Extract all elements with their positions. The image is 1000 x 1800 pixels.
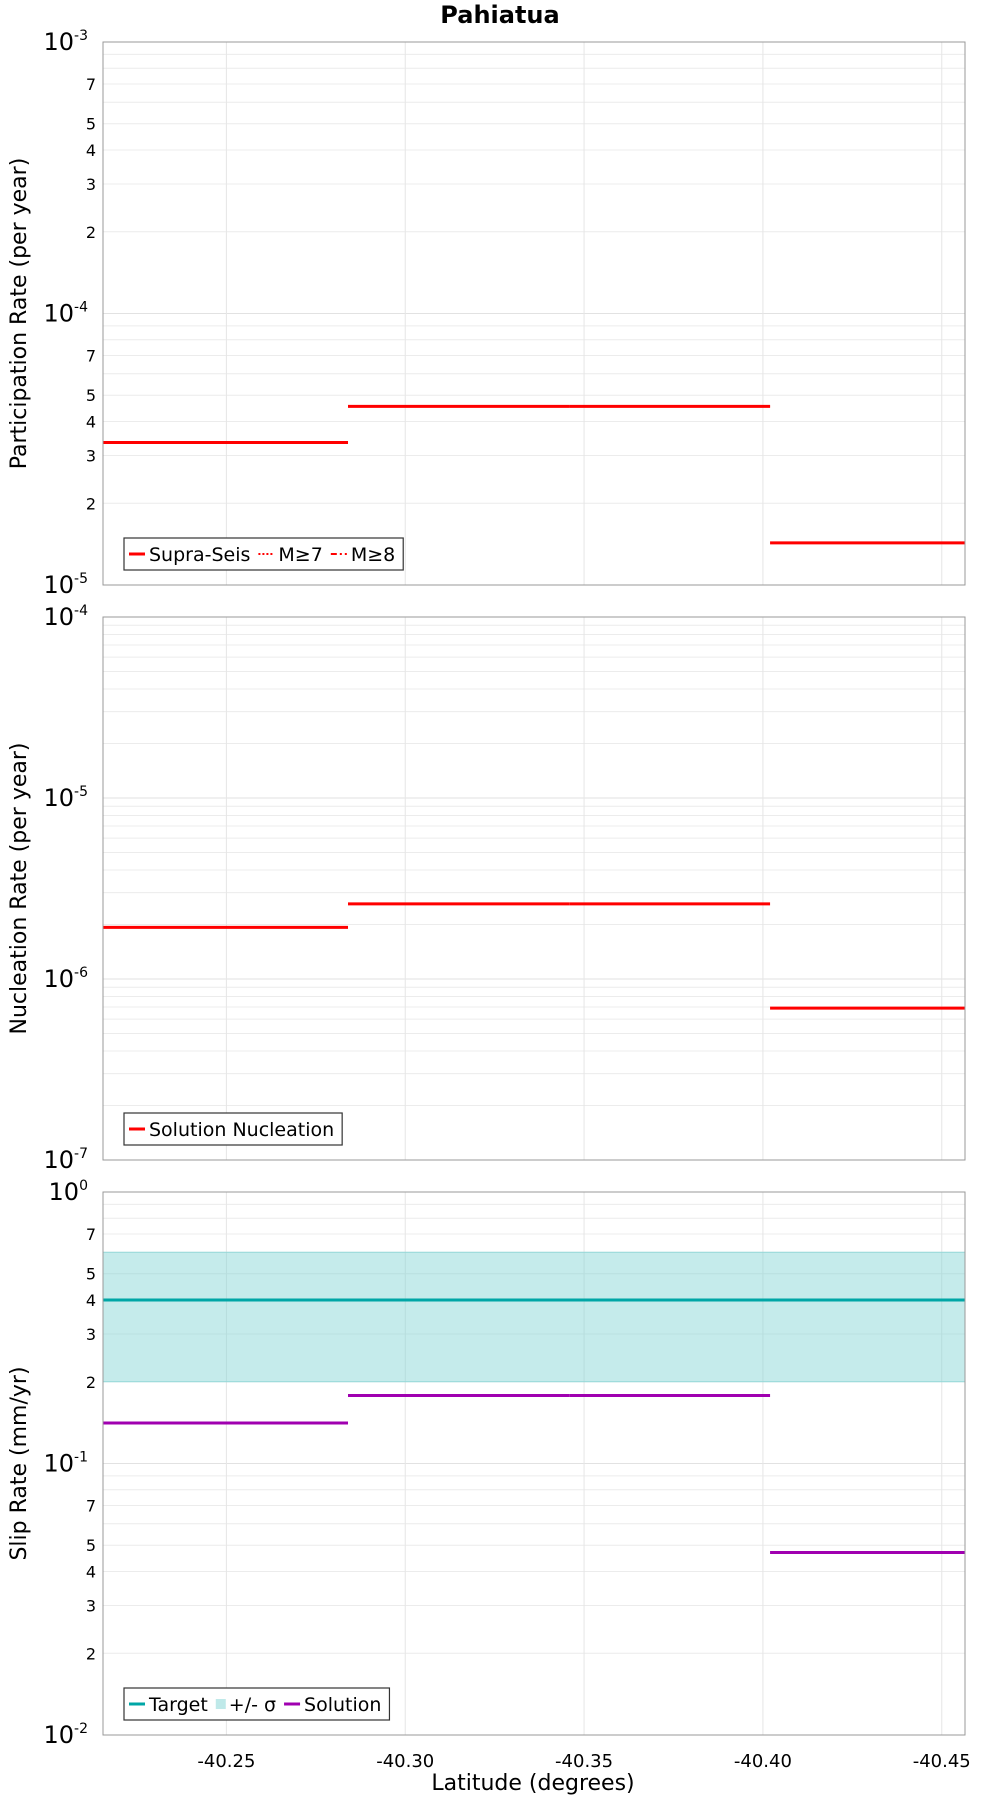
y-minor-tick-label: 7 bbox=[86, 347, 96, 366]
y-minor-tick-label: 5 bbox=[86, 386, 96, 405]
legend-label: M≥7 bbox=[278, 544, 322, 566]
y-minor-tick-label: 7 bbox=[86, 75, 96, 94]
y-major-tick-label: 10-1 bbox=[43, 1450, 88, 1478]
y-minor-tick-label: 2 bbox=[86, 1644, 96, 1663]
plot-frame bbox=[102, 41, 966, 586]
y-major-tick-label: 10-4 bbox=[43, 603, 88, 631]
x-axis-label: Latitude (degrees) bbox=[431, 1771, 634, 1796]
y-axis-label: Participation Rate (per year) bbox=[7, 158, 32, 470]
y-minor-tick-label: 5 bbox=[86, 115, 96, 134]
legend-swatch bbox=[215, 1699, 226, 1709]
y-major-tick-label: 10-2 bbox=[43, 1721, 88, 1749]
legend-label: Solution Nucleation bbox=[149, 1119, 334, 1141]
y-minor-tick-label: 4 bbox=[86, 141, 96, 160]
legend-box bbox=[123, 1112, 343, 1146]
y-major-tick-label: 10-5 bbox=[43, 784, 88, 812]
legend-box bbox=[123, 1687, 391, 1721]
sigma-band bbox=[102, 1251, 966, 1383]
y-minor-tick-label: 4 bbox=[86, 1291, 96, 1310]
y-major-tick-label: 10-4 bbox=[43, 300, 88, 328]
y-major-tick-label: 100 bbox=[49, 1178, 88, 1206]
plot-frame bbox=[102, 1191, 966, 1736]
y-major-tick-label: 10-5 bbox=[43, 571, 88, 599]
x-tick-label: -40.40 bbox=[734, 1751, 792, 1772]
participation-rate-panel: 10-3 10-4 10-5 7 5 4 3 2 7 5 4 3 2 Participation Rate… bbox=[7, 28, 966, 599]
x-tick-label: -40.25 bbox=[197, 1751, 255, 1772]
plot-area bbox=[103, 617, 965, 1160]
legend: Solution Nucleation bbox=[123, 1112, 343, 1146]
y-major-tick-label: 10-6 bbox=[43, 965, 88, 993]
legend-label: Supra-Seis bbox=[149, 544, 250, 566]
plot-frame bbox=[102, 616, 966, 1161]
legend-label: Solution bbox=[304, 1694, 381, 1716]
y-minor-tick-label: 2 bbox=[86, 494, 96, 513]
y-axis-label: Slip Rate (mm/yr) bbox=[7, 1366, 32, 1560]
y-minor-tick-label: 3 bbox=[86, 446, 96, 465]
legend-label: M≥8 bbox=[351, 544, 395, 566]
x-tick-label: -40.35 bbox=[555, 1751, 613, 1772]
y-axis-label: Nucleation Rate (per year) bbox=[7, 743, 32, 1035]
y-minor-tick-label: 4 bbox=[86, 1563, 96, 1582]
y-minor-tick-label: 5 bbox=[86, 1265, 96, 1284]
y-major-tick-label: 10-3 bbox=[43, 28, 88, 56]
y-minor-tick-label: 2 bbox=[86, 223, 96, 242]
chart-title: Pahiatua bbox=[440, 1, 559, 29]
y-minor-tick-label: 4 bbox=[86, 413, 96, 432]
y-minor-tick-label: 5 bbox=[86, 1536, 96, 1555]
y-minor-tick-label: 3 bbox=[86, 1596, 96, 1615]
legend: Supra-Seis M≥7 M≥8 bbox=[123, 537, 404, 571]
slip-rate-panel: 100 10-1 10-2 7 5 4 3 2 7 5 4 3 2 Slip Rate (mm/yr) Ta… bbox=[7, 1178, 971, 1772]
y-major-tick-label: 10-7 bbox=[43, 1146, 88, 1174]
x-tick-label: -40.45 bbox=[913, 1751, 971, 1772]
x-tick-label: -40.30 bbox=[376, 1751, 434, 1772]
legend-label: +/- σ bbox=[229, 1694, 276, 1716]
y-minor-tick-label: 3 bbox=[86, 175, 96, 194]
legend-label: Target bbox=[148, 1694, 208, 1716]
y-minor-tick-label: 7 bbox=[86, 1225, 96, 1244]
y-minor-tick-label: 7 bbox=[86, 1497, 96, 1516]
nucleation-rate-panel: 10-4 10-5 10-6 10-7 Nucleation Rate (per yea… bbox=[7, 603, 966, 1174]
y-minor-tick-label: 3 bbox=[86, 1325, 96, 1344]
y-minor-tick-label: 2 bbox=[86, 1373, 96, 1392]
legend: Target +/- σ Solution bbox=[123, 1687, 391, 1721]
